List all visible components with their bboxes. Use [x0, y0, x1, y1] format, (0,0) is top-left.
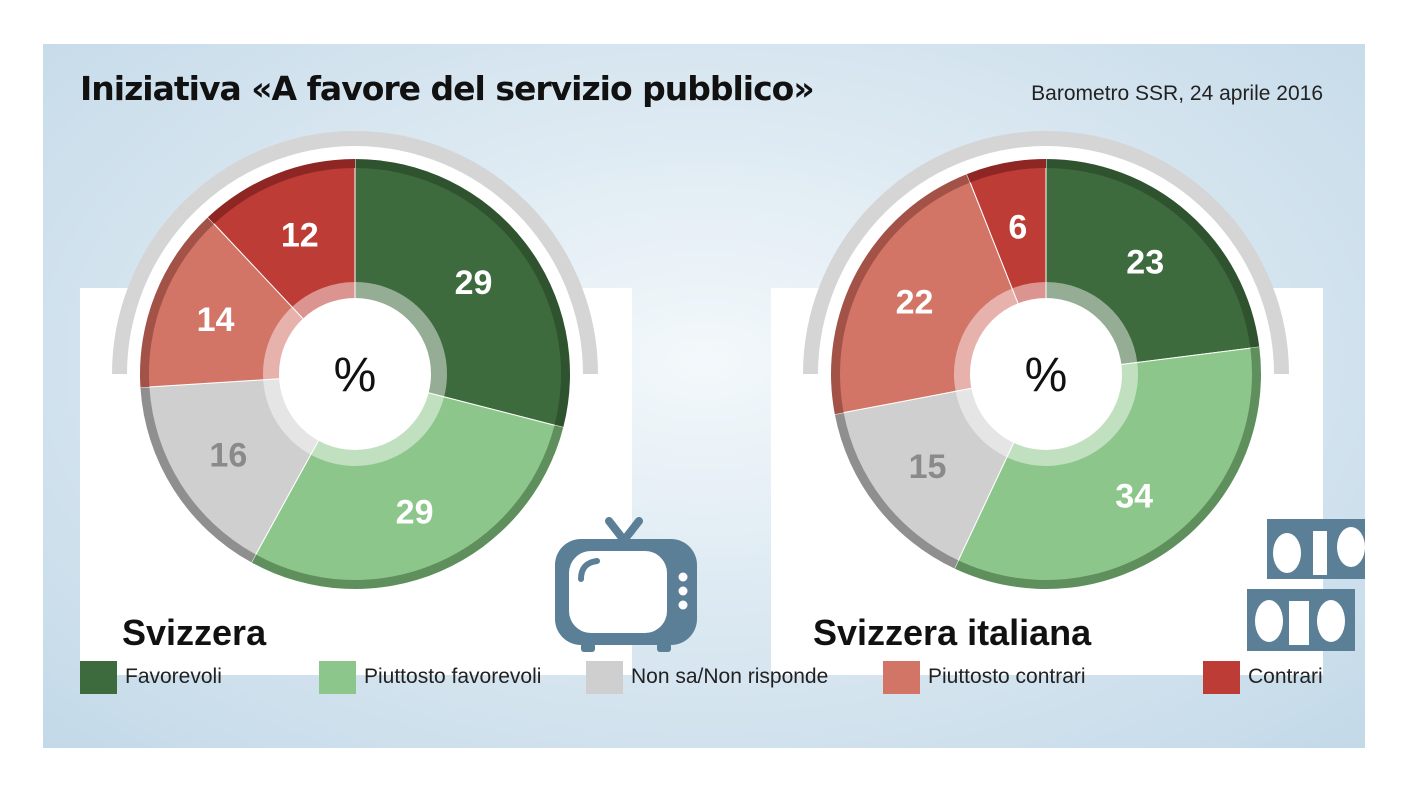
slice-inner-non-sa [955, 387, 1015, 458]
legend-swatch-favorevoli [80, 660, 117, 694]
center-label: % [334, 349, 377, 402]
slice-inner-piuttosto-contrari [263, 306, 305, 380]
slice-edge-contrari [207, 159, 355, 224]
data-label-piuttosto-contrari: 14 [197, 301, 235, 339]
data-label-piuttosto-favorevoli: 29 [396, 494, 434, 532]
legend-label: Favorevoli [125, 665, 222, 688]
legend-item-favorevoli: Favorevoli [80, 660, 222, 694]
data-label-non-sa: 15 [909, 448, 947, 486]
slice-inner-piuttosto-favorevoli [1006, 362, 1138, 466]
slice-edge-favorevoli [1046, 159, 1260, 349]
legend-label: Piuttosto favorevoli [364, 665, 542, 688]
region-label-svizzera: Svizzera [122, 612, 267, 653]
data-label-favorevoli: 23 [1126, 243, 1164, 281]
tv-icon [555, 517, 697, 652]
slice-edge-piuttosto-favorevoli [954, 347, 1261, 589]
chart-title: Iniziativa «A favore del servizio pubbli… [80, 69, 815, 108]
legend-item-piuttosto-favorevoli: Piuttosto favorevoli [319, 660, 541, 694]
data-label-piuttosto-contrari: 22 [896, 284, 934, 322]
decorative-arc [112, 131, 598, 375]
source-label: Barometro SSR, 24 aprile 2016 [1031, 82, 1323, 105]
legend-swatch-non-sa [586, 660, 623, 694]
legend-label: Non sa/Non risponde [631, 665, 829, 688]
slice-inner-non-sa [263, 378, 320, 455]
data-label-piuttosto-favorevoli: 34 [1115, 477, 1153, 515]
donut-chart-svizzera-italiana: 23 34 15 22 6% [803, 131, 1289, 602]
slice-inner-contrari [292, 282, 355, 321]
slice-edge-piuttosto-favorevoli [251, 425, 564, 589]
slice-inner-favorevoli [355, 282, 447, 397]
center-label: % [1025, 349, 1068, 402]
slice-edge-piuttosto-contrari [140, 217, 214, 388]
data-label-non-sa: 16 [209, 436, 247, 474]
donut-hole [970, 298, 1122, 450]
legend-swatch-piuttosto-favorevoli [319, 660, 356, 694]
slice-edge-piuttosto-contrari [830, 174, 971, 415]
slice-edge-non-sa [834, 412, 959, 569]
donut-hole [279, 298, 431, 450]
legend-item-piuttosto-contrari: Piuttosto contrari [883, 660, 1086, 694]
chart-panel: Iniziativa «A favore del servizio pubbli… [43, 44, 1365, 748]
legend-item-contrari: Contrari [1203, 660, 1323, 694]
legend-label: Piuttosto contrari [928, 665, 1086, 688]
region-label-svizzera-italiana: Svizzera italiana [813, 612, 1092, 653]
data-label-contrari: 12 [281, 217, 319, 255]
slice-edge-contrari [966, 159, 1046, 183]
film-icon [1247, 519, 1365, 651]
slice-inner-piuttosto-contrari [954, 288, 1019, 392]
data-label-contrari: 6 [1008, 209, 1027, 247]
legend-label: Contrari [1248, 665, 1323, 688]
donut-chart-svizzera: 29 29 16 14 12% [112, 131, 598, 602]
legend-swatch-piuttosto-contrari [883, 660, 920, 694]
data-label-favorevoli: 29 [455, 264, 493, 302]
decorative-arc [803, 131, 1289, 375]
legend-swatch-contrari [1203, 660, 1240, 694]
legend-item-non-sa: Non sa/Non risponde [586, 660, 828, 694]
